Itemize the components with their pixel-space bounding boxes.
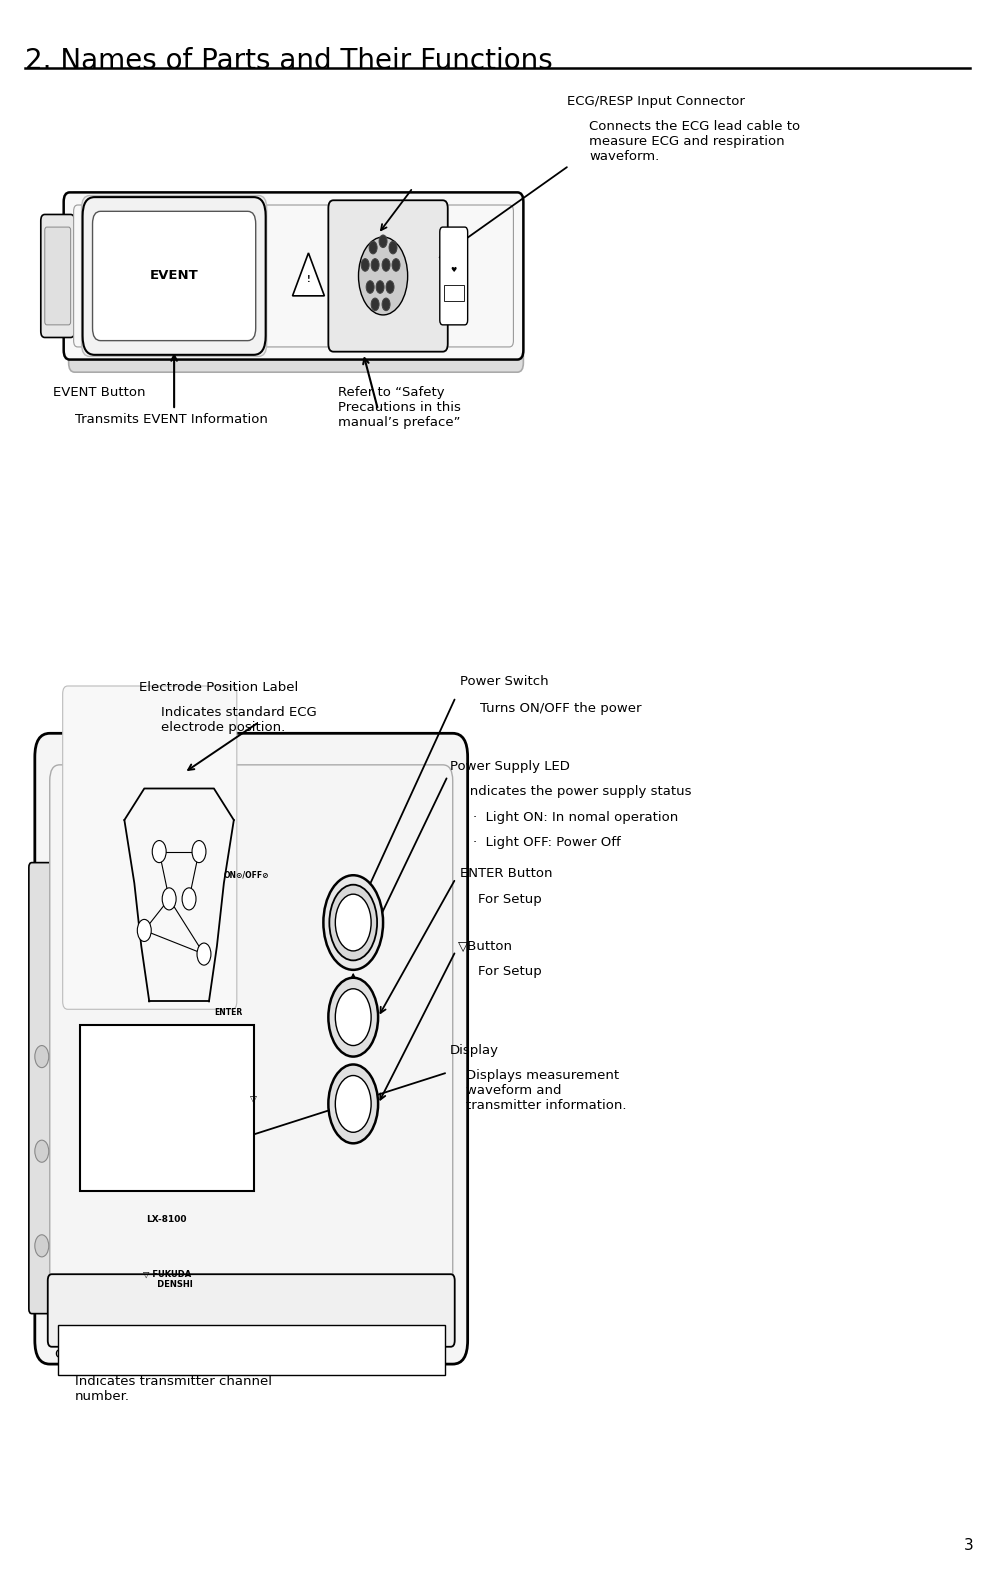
Circle shape bbox=[335, 989, 371, 1046]
Circle shape bbox=[335, 894, 371, 951]
FancyBboxPatch shape bbox=[45, 227, 71, 325]
Text: !: ! bbox=[306, 274, 310, 284]
FancyBboxPatch shape bbox=[439, 227, 467, 325]
Circle shape bbox=[328, 1064, 378, 1143]
Text: ♥: ♥ bbox=[450, 267, 456, 273]
Circle shape bbox=[137, 919, 151, 941]
Text: Electrode Position Label: Electrode Position Label bbox=[139, 681, 298, 694]
Circle shape bbox=[386, 281, 394, 293]
Text: LX-8100: LX-8100 bbox=[146, 1214, 187, 1224]
Circle shape bbox=[35, 1046, 49, 1068]
Text: Turns ON/OFF the power: Turns ON/OFF the power bbox=[479, 702, 640, 714]
FancyBboxPatch shape bbox=[83, 197, 265, 355]
Text: Indicates standard ECG
electrode position.: Indicates standard ECG electrode positio… bbox=[161, 706, 317, 735]
Text: ENTER Button: ENTER Button bbox=[459, 867, 552, 880]
Circle shape bbox=[361, 259, 369, 271]
Text: Power Supply LED: Power Supply LED bbox=[449, 760, 569, 773]
Polygon shape bbox=[292, 252, 324, 296]
Text: ·  Light ON: In nomal operation: · Light ON: In nomal operation bbox=[472, 811, 677, 823]
Circle shape bbox=[323, 875, 383, 970]
Text: Power Switch: Power Switch bbox=[459, 675, 548, 688]
Text: Transmits EVENT Information: Transmits EVENT Information bbox=[75, 413, 267, 426]
Circle shape bbox=[376, 281, 384, 293]
Text: ECG/RESP Input Connector: ECG/RESP Input Connector bbox=[567, 95, 745, 107]
Circle shape bbox=[335, 1076, 371, 1132]
Bar bbox=[443, 285, 463, 301]
FancyBboxPatch shape bbox=[63, 686, 237, 1009]
Text: 3: 3 bbox=[962, 1538, 972, 1553]
Text: ENTER: ENTER bbox=[214, 1008, 242, 1017]
Circle shape bbox=[369, 241, 377, 254]
Text: Indicates transmitter channel
number.: Indicates transmitter channel number. bbox=[75, 1375, 271, 1404]
Text: Displays measurement
waveform and
transmitter information.: Displays measurement waveform and transm… bbox=[465, 1069, 625, 1112]
Circle shape bbox=[389, 241, 397, 254]
Text: ·  Light OFF: Power Off: · Light OFF: Power Off bbox=[472, 836, 619, 848]
Text: Connects the ECG lead cable to
measure ECG and respiration
waveform.: Connects the ECG lead cable to measure E… bbox=[588, 120, 799, 162]
Circle shape bbox=[379, 235, 387, 248]
Text: Refer to “Safety
Precautions in this
manual’s preface”: Refer to “Safety Precautions in this man… bbox=[338, 386, 460, 429]
Text: For Setup: For Setup bbox=[477, 893, 541, 905]
Circle shape bbox=[35, 1235, 49, 1257]
FancyBboxPatch shape bbox=[328, 200, 447, 352]
Text: Indicates the power supply status: Indicates the power supply status bbox=[465, 785, 691, 798]
Circle shape bbox=[371, 298, 379, 311]
FancyBboxPatch shape bbox=[82, 196, 266, 356]
FancyBboxPatch shape bbox=[92, 211, 255, 341]
FancyBboxPatch shape bbox=[41, 214, 75, 337]
FancyBboxPatch shape bbox=[64, 192, 523, 360]
Circle shape bbox=[182, 888, 196, 910]
Circle shape bbox=[152, 841, 166, 863]
Bar bbox=[58, 1325, 444, 1375]
Circle shape bbox=[358, 237, 408, 315]
FancyBboxPatch shape bbox=[74, 205, 513, 347]
Circle shape bbox=[35, 1140, 49, 1162]
Text: ▽ FUKUDA
      DENSHI: ▽ FUKUDA DENSHI bbox=[140, 1269, 193, 1288]
Circle shape bbox=[197, 943, 211, 965]
Text: EVENT: EVENT bbox=[150, 270, 198, 282]
Circle shape bbox=[329, 885, 377, 960]
Circle shape bbox=[382, 259, 390, 271]
Circle shape bbox=[328, 978, 378, 1057]
Text: ON⊙/OFF⊘: ON⊙/OFF⊘ bbox=[224, 871, 269, 880]
Bar bbox=[80, 1025, 253, 1191]
FancyBboxPatch shape bbox=[48, 1274, 454, 1347]
FancyBboxPatch shape bbox=[29, 863, 55, 1314]
Circle shape bbox=[392, 259, 400, 271]
FancyBboxPatch shape bbox=[69, 192, 523, 372]
Circle shape bbox=[192, 841, 206, 863]
Circle shape bbox=[162, 888, 176, 910]
Circle shape bbox=[371, 259, 379, 271]
Text: ▽: ▽ bbox=[250, 1096, 256, 1105]
Text: EVENT Button: EVENT Button bbox=[53, 386, 145, 399]
Text: ▽Button: ▽Button bbox=[457, 940, 512, 953]
Text: Channel Number: Channel Number bbox=[55, 1348, 167, 1361]
Text: Display: Display bbox=[449, 1044, 498, 1057]
FancyBboxPatch shape bbox=[35, 733, 467, 1364]
Circle shape bbox=[382, 298, 390, 311]
Text: For Setup: For Setup bbox=[477, 965, 541, 978]
FancyBboxPatch shape bbox=[50, 765, 452, 1340]
Text: 2. Names of Parts and Their Functions: 2. Names of Parts and Their Functions bbox=[25, 47, 552, 76]
Circle shape bbox=[366, 281, 374, 293]
